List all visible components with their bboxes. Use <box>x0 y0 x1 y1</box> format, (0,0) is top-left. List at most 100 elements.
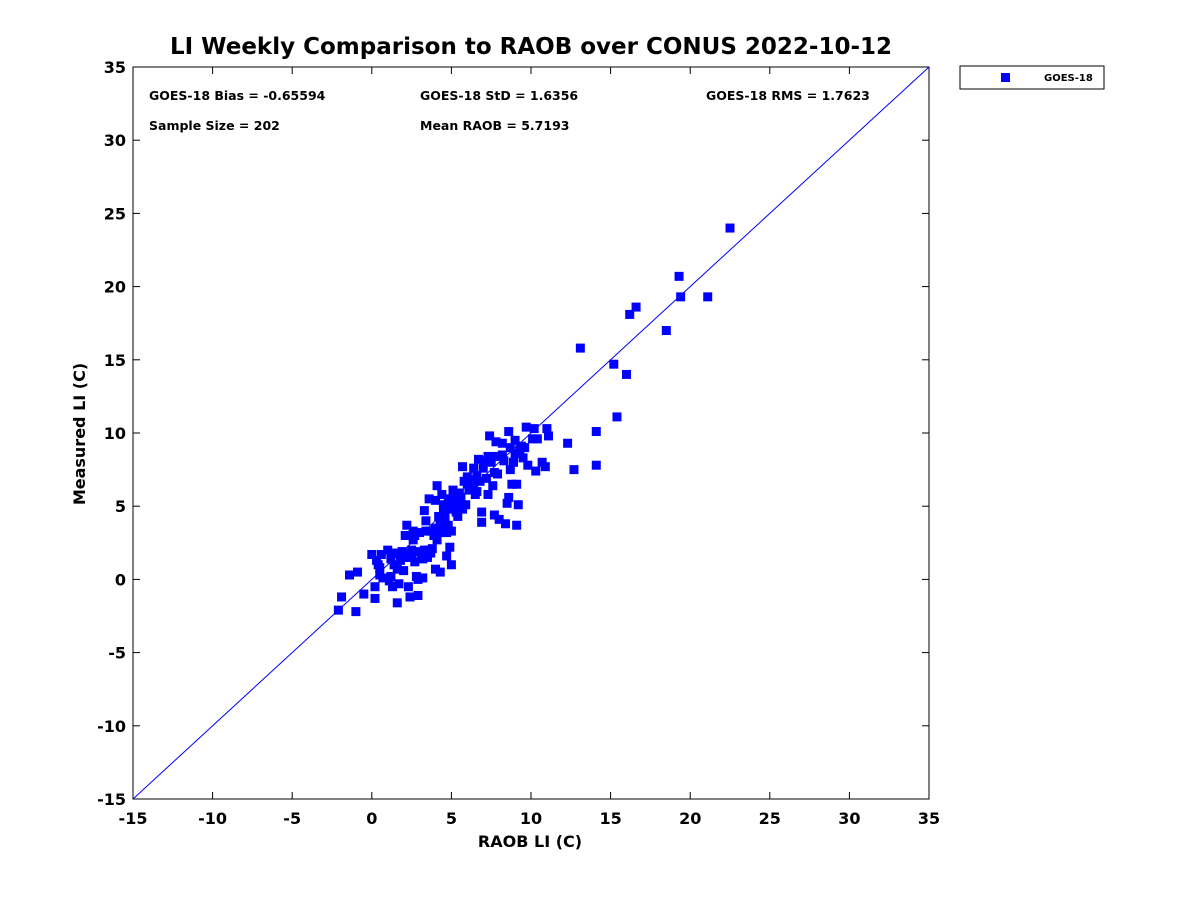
data-point <box>542 424 552 434</box>
rms-annotation: GOES-18 RMS = 1.7623 <box>706 88 870 103</box>
x-tick-label: 15 <box>599 809 621 828</box>
data-point <box>446 560 456 570</box>
data-point <box>386 571 396 581</box>
y-tick-label: -5 <box>108 644 126 663</box>
data-point <box>424 494 434 504</box>
data-point <box>387 582 397 592</box>
data-point <box>540 462 550 472</box>
y-tick-label: 30 <box>104 131 126 150</box>
data-point <box>432 535 442 545</box>
data-point <box>494 514 504 524</box>
data-point <box>419 506 429 516</box>
data-point <box>345 570 355 580</box>
chart-title: LI Weekly Comparison to RAOB over CONUS … <box>170 34 892 60</box>
data-point <box>472 470 482 480</box>
data-point <box>446 526 456 536</box>
data-points <box>333 223 735 617</box>
data-point <box>370 593 380 603</box>
data-point <box>402 520 412 530</box>
y-tick-label: 5 <box>115 497 126 516</box>
data-point <box>399 552 409 562</box>
data-point <box>453 511 463 521</box>
data-point <box>485 431 495 441</box>
data-point <box>408 535 418 545</box>
data-point <box>725 223 735 233</box>
data-point <box>430 564 440 574</box>
data-point <box>430 495 440 505</box>
x-tick-label: 20 <box>679 809 701 828</box>
data-point <box>497 438 507 448</box>
data-point <box>418 573 428 583</box>
data-point <box>445 542 455 552</box>
data-point <box>504 492 514 502</box>
data-point <box>625 309 635 319</box>
data-point <box>512 479 522 489</box>
data-point <box>400 530 410 540</box>
data-point <box>483 451 493 461</box>
data-point <box>521 422 531 432</box>
data-point <box>434 528 444 538</box>
data-point <box>352 567 362 577</box>
y-tick-label: -10 <box>97 717 126 736</box>
data-point <box>609 359 619 369</box>
y-tick-label: 25 <box>104 204 126 223</box>
data-point <box>544 431 554 441</box>
data-point <box>488 481 498 491</box>
x-tick-label: 25 <box>759 809 781 828</box>
data-point <box>502 498 512 508</box>
data-point <box>333 605 343 615</box>
plot-axes: -15 -10 -5 0 5 10 15 20 25 30 35 -15 -10 -5 0 5 10 15 20 25… <box>97 58 940 828</box>
data-point <box>411 547 421 557</box>
x-tick-label: -15 <box>119 809 148 828</box>
x-tick-label: 10 <box>520 809 542 828</box>
data-point <box>442 528 452 538</box>
data-point <box>469 463 479 473</box>
y-tick-label: 0 <box>115 570 126 589</box>
x-tick-label: 0 <box>366 809 377 828</box>
legend-box <box>959 65 1105 90</box>
legend-label: GOES-18 <box>1044 73 1093 84</box>
data-point <box>397 547 407 557</box>
data-point <box>674 271 684 281</box>
data-point <box>501 519 511 529</box>
data-point <box>518 453 528 463</box>
data-point <box>528 434 538 444</box>
data-point <box>415 528 425 538</box>
x-tick-label: -5 <box>283 809 301 828</box>
data-point <box>437 522 447 532</box>
data-point <box>376 550 386 560</box>
data-point <box>531 466 541 476</box>
data-point <box>421 526 431 536</box>
data-point <box>472 487 482 497</box>
data-point <box>505 443 515 453</box>
data-point <box>510 435 520 445</box>
data-point <box>437 489 447 499</box>
data-point <box>351 607 361 617</box>
y-tick-label: 35 <box>104 58 126 77</box>
data-point <box>612 412 622 422</box>
data-point <box>405 592 415 602</box>
data-point <box>418 554 428 564</box>
y-tick-label: -15 <box>97 790 126 809</box>
data-point <box>473 454 483 464</box>
data-point <box>505 465 515 475</box>
data-point <box>491 437 501 447</box>
data-point <box>631 302 641 312</box>
y-tick-label: 15 <box>104 351 126 370</box>
data-point <box>510 448 520 458</box>
data-point <box>508 457 518 467</box>
data-point <box>563 438 573 448</box>
data-point <box>359 589 369 599</box>
x-tick-label: 35 <box>918 809 940 828</box>
data-point <box>440 516 450 526</box>
data-point <box>392 564 402 574</box>
data-point <box>703 292 713 302</box>
mean-raob-annotation: Mean RAOB = 5.7193 <box>420 118 569 133</box>
data-point <box>676 292 686 302</box>
data-point <box>622 369 632 379</box>
x-tick-label: -10 <box>198 809 227 828</box>
data-point <box>378 573 388 583</box>
legend: GOES-18 <box>959 65 1105 90</box>
data-point <box>513 500 523 510</box>
y-axis-label: Measured LI (C) <box>70 363 89 505</box>
